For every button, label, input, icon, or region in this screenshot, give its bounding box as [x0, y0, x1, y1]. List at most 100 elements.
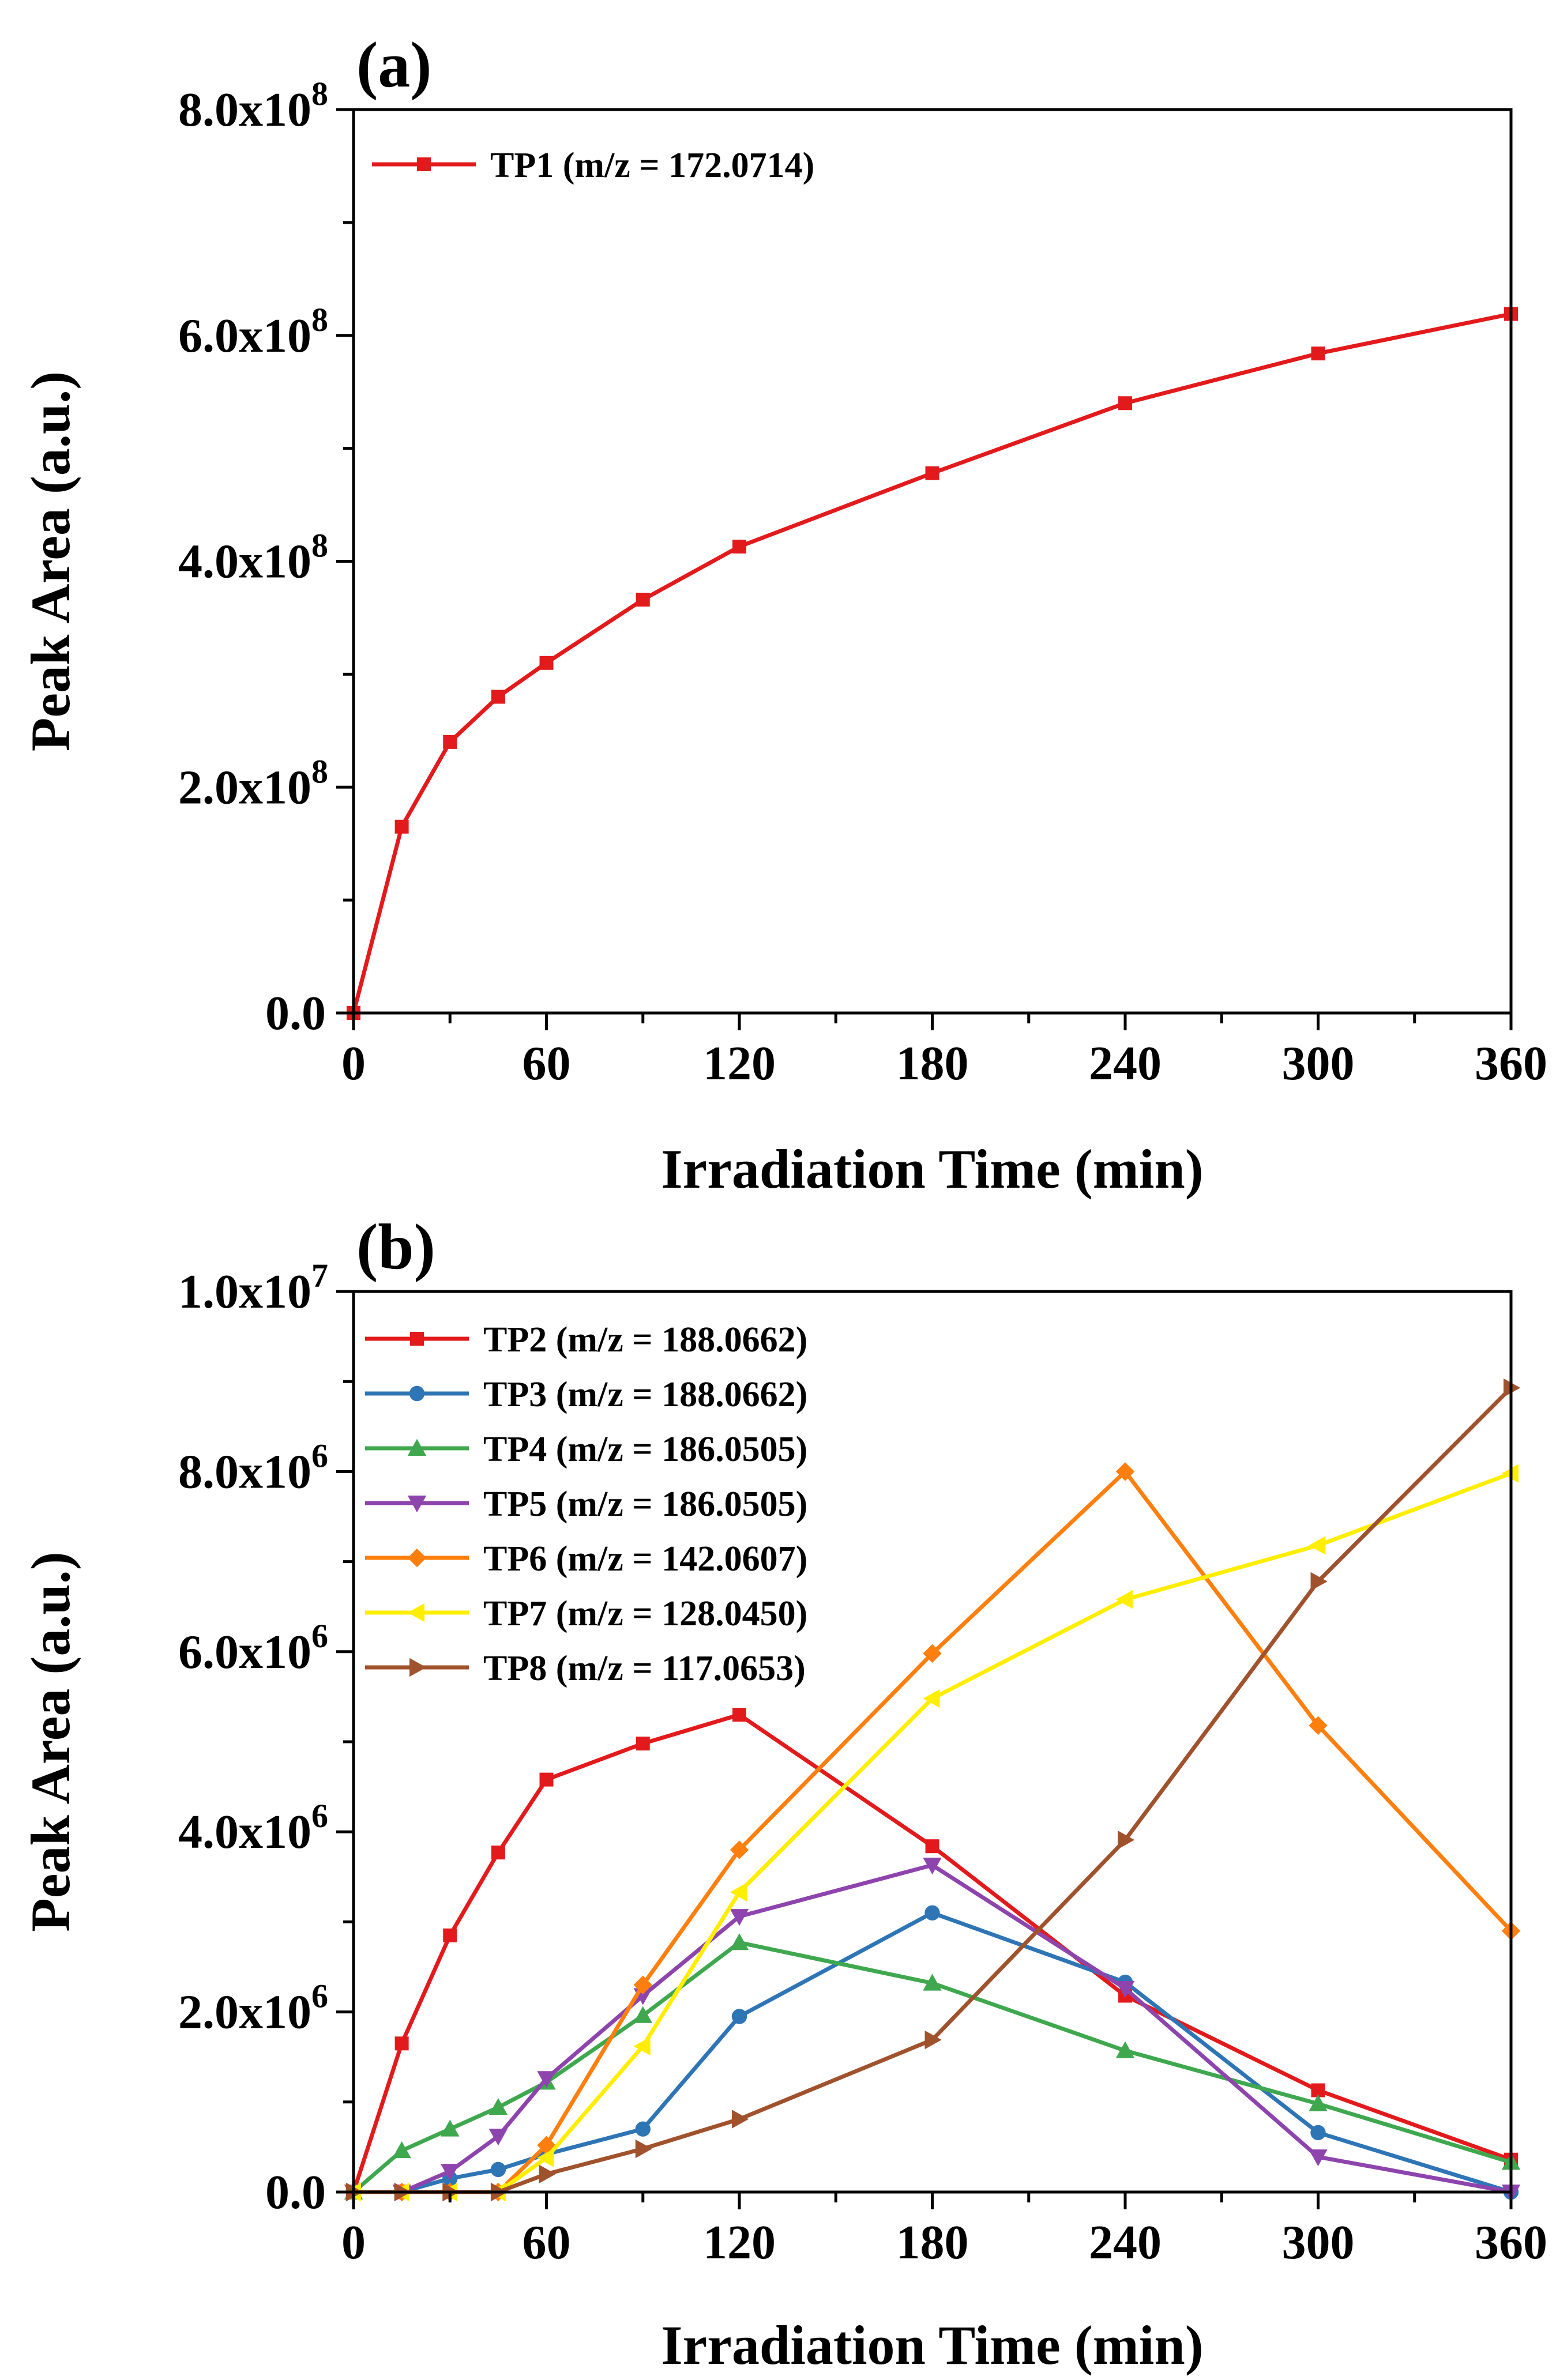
data-point [924, 2030, 942, 2050]
y-tick-label: 2.0x106 [178, 1978, 328, 2039]
data-point [1118, 1831, 1135, 1850]
data-point [1309, 2094, 1328, 2111]
data-point [633, 2006, 652, 2023]
y-tick-label: 6.0x108 [178, 301, 328, 363]
data-point [441, 2119, 460, 2137]
legend-marker [407, 1438, 427, 1456]
x-tick-label: 120 [703, 2216, 776, 2269]
data-point [732, 2110, 749, 2129]
data-point [925, 1839, 939, 1854]
series-line-1 [351, 1712, 1512, 2193]
panel-label: (b) [356, 1211, 435, 1283]
data-point [1309, 1716, 1328, 1735]
series-group [347, 307, 1518, 1020]
data-point [1309, 1536, 1326, 1555]
y-tick-label: 8.0x108 [178, 75, 328, 137]
legend-label: TP2 (m/z = 188.0662) [483, 1320, 807, 1360]
legend-label: TP1 (m/z = 172.0714) [490, 146, 814, 185]
x-tick-label: 60 [523, 2216, 571, 2269]
data-point [1310, 2125, 1326, 2141]
legend-marker [407, 1603, 424, 1622]
y-axis-title: Peak Area (a.u.) [20, 1551, 81, 1931]
y-tick-label: 6.0x106 [178, 1617, 328, 1679]
data-point [1115, 2041, 1135, 2058]
data-point [392, 2141, 411, 2159]
data-point [443, 735, 457, 749]
legend: TP2 (m/z = 188.0662) TP3 (m/z = 188.0662)… [365, 1320, 807, 1688]
data-point [730, 1840, 749, 1859]
legend-label: TP3 (m/z = 188.0662) [483, 1375, 807, 1414]
data-point [636, 1737, 650, 1751]
panel-b: (b) 0 60 120 180 240 300 360 0.0 2.0x106 4.0x106 6.… [20, 1211, 1547, 2376]
x-tick-label: 180 [896, 2216, 969, 2269]
data-point [1310, 1572, 1328, 1591]
x-axis-title: Irradiation Time (min) [661, 2314, 1203, 2376]
legend-marker [409, 1658, 427, 1677]
data-point [488, 2097, 508, 2115]
data-point [923, 1858, 942, 1875]
x-tick-label: 300 [1282, 2216, 1355, 2269]
x-tick-label: 300 [1282, 1037, 1355, 1090]
data-point [730, 1933, 749, 1950]
data-point [491, 1846, 505, 1860]
legend-marker [410, 1332, 424, 1346]
data-point [488, 2129, 508, 2146]
data-point [441, 2164, 460, 2181]
data-point [633, 1975, 652, 1994]
x-tick-label: 0 [341, 1037, 366, 1090]
series-line-1 [351, 312, 1512, 1014]
legend-marker [417, 157, 431, 171]
series-line-5 [354, 1469, 1513, 2194]
data-point [923, 1689, 940, 1708]
data-point [1115, 1462, 1135, 1481]
y-tick-label: 0.0 [265, 986, 326, 1040]
data-point [731, 2009, 747, 2024]
x-tick-label: 240 [1089, 1037, 1162, 1090]
legend-marker [409, 1385, 425, 1402]
y-tick-label: 0.0 [265, 2166, 326, 2219]
data-point [1115, 1590, 1133, 1609]
y-axis-title: Peak Area (a.u.) [20, 371, 81, 751]
legend-label: TP6 (m/z = 142.0607) [483, 1539, 807, 1579]
x-tick-label: 360 [1475, 1037, 1547, 1090]
x-tick-label: 0 [341, 2216, 366, 2269]
data-point [539, 656, 554, 670]
data-point [636, 593, 650, 607]
data-point [923, 1644, 942, 1663]
panel-a: (a) 0 60 120 180 240 300 360 0.0 2.0x108 4.0x108 6.… [20, 29, 1547, 1200]
data-point [539, 1772, 554, 1787]
legend-marker [407, 1548, 427, 1568]
data-point [732, 1708, 746, 1722]
data-point [537, 2148, 554, 2167]
data-point [925, 466, 939, 480]
data-point [443, 1928, 457, 1942]
x-tick-label: 180 [896, 1037, 969, 1090]
data-point [491, 690, 505, 704]
data-point [537, 2071, 556, 2088]
x-tick-label: 240 [1089, 2216, 1162, 2269]
data-point [730, 1882, 747, 1902]
series-line-6 [354, 1471, 1512, 2194]
panel-label: (a) [356, 29, 432, 101]
series-line-2 [354, 1911, 1512, 2194]
legend: TP1 (m/z = 172.0714) [372, 146, 814, 185]
data-point [1118, 396, 1132, 411]
legend-label: TP7 (m/z = 128.0450) [483, 1594, 807, 1633]
data-point [539, 2164, 556, 2183]
data-point [924, 1905, 940, 1920]
data-point [394, 819, 409, 834]
data-point [923, 1974, 942, 1991]
data-point [732, 540, 746, 554]
legend-label: TP8 (m/z = 117.0653) [483, 1649, 806, 1688]
data-point [730, 1909, 749, 1926]
data-point [635, 2139, 652, 2159]
y-tick-label: 2.0x108 [178, 752, 328, 814]
data-point [1115, 1981, 1135, 1998]
y-tick-label: 4.0x106 [178, 1797, 328, 1859]
y-tick-label: 4.0x108 [178, 527, 328, 589]
y-tick-label: 1.0x107 [178, 1257, 328, 1319]
y-tick-label: 8.0x106 [178, 1437, 328, 1498]
plot-frame [352, 108, 1513, 1015]
data-point [490, 2161, 506, 2178]
